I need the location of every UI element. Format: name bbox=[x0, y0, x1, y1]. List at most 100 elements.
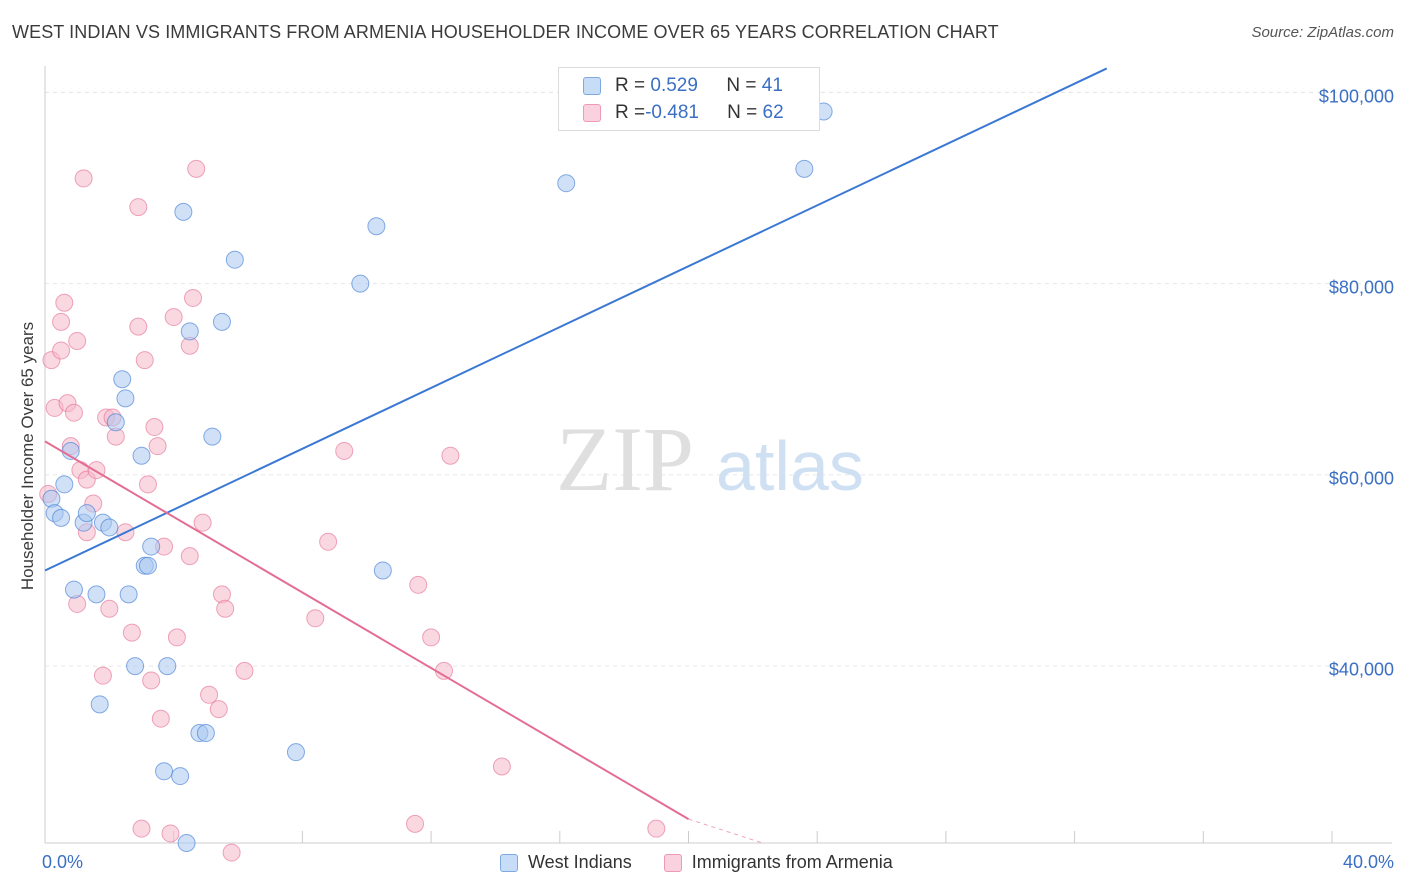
y-tick-100000: $100,000 bbox=[1318, 86, 1394, 107]
armenia-point bbox=[142, 671, 161, 690]
armenia-point bbox=[492, 757, 511, 776]
y-tick-60000: $60,000 bbox=[1328, 468, 1394, 489]
west-indians-point bbox=[286, 743, 305, 762]
armenia-point bbox=[184, 288, 203, 307]
watermark-atlas: atlas bbox=[716, 427, 864, 505]
armenia-point bbox=[151, 709, 170, 728]
armenia-point bbox=[161, 824, 180, 843]
armenia-point bbox=[129, 198, 148, 217]
armenia-point bbox=[193, 513, 212, 532]
west-indians-point bbox=[126, 657, 145, 676]
west-indians-point bbox=[100, 518, 119, 537]
x-tick-40: 40.0% bbox=[1342, 852, 1394, 872]
armenia-point bbox=[167, 628, 186, 647]
west-indians-point bbox=[138, 556, 157, 575]
west-indians-point bbox=[77, 504, 96, 523]
west-indians-point bbox=[174, 202, 193, 221]
west-indians-point bbox=[373, 561, 392, 580]
west-indians-point bbox=[55, 475, 74, 494]
west-indians-point bbox=[557, 174, 576, 193]
armenia-point bbox=[93, 666, 112, 685]
armenia-point bbox=[132, 819, 151, 838]
watermark-zip: ZIP bbox=[556, 408, 694, 510]
legend-label-armenia: Immigrants from Armenia bbox=[691, 852, 893, 872]
west-indians-point bbox=[52, 508, 71, 527]
armenia-point bbox=[145, 418, 164, 437]
west-indians-point bbox=[158, 657, 177, 676]
west-indians-point bbox=[87, 585, 106, 604]
series-armenia-points bbox=[39, 159, 666, 862]
west-indians-point bbox=[795, 159, 814, 178]
west-indians-point bbox=[203, 427, 222, 446]
armenia-point bbox=[222, 843, 241, 862]
legend-n-value: 62 bbox=[762, 102, 784, 123]
legend-n-label: N = bbox=[726, 75, 757, 96]
armenia-point bbox=[68, 331, 87, 350]
armenia-point bbox=[52, 341, 71, 360]
legend-r-label: R = bbox=[615, 102, 646, 123]
armenia-point bbox=[235, 661, 254, 680]
legend-r-label: R = bbox=[615, 75, 646, 96]
legend-n-label: N = bbox=[727, 102, 758, 123]
legend-swatch-pink bbox=[663, 853, 682, 872]
armenia-point bbox=[148, 437, 167, 456]
west-indians-point bbox=[90, 695, 109, 714]
armenia-point bbox=[187, 159, 206, 178]
legend-r-value: 0.529 bbox=[650, 75, 698, 96]
west-indians-point bbox=[116, 389, 135, 408]
west-indians-point bbox=[142, 537, 161, 556]
grid-lines bbox=[45, 91, 1392, 667]
legend-row-armenia: R = -0.481 N = 62 bbox=[583, 101, 784, 125]
armenia-point bbox=[64, 403, 83, 422]
armenia-point bbox=[100, 599, 119, 618]
west-indians-point bbox=[225, 250, 244, 269]
legend-swatch-blue bbox=[583, 77, 601, 95]
legend-row-west-indians: R = 0.529 N = 41 bbox=[583, 74, 783, 98]
west-indians-point bbox=[132, 446, 151, 465]
armenia-point bbox=[138, 475, 157, 494]
armenia-point bbox=[164, 308, 183, 327]
axes bbox=[44, 66, 1392, 844]
legend-swatch-blue bbox=[500, 853, 518, 872]
west-indians-point bbox=[180, 322, 199, 341]
x-tick-0: 0.0% bbox=[42, 852, 84, 872]
armenia-point bbox=[135, 351, 154, 370]
armenia-point bbox=[122, 623, 141, 642]
trend-lines bbox=[44, 67, 1108, 844]
west-indians-point bbox=[64, 580, 83, 599]
west-indians-trend-line bbox=[44, 67, 1108, 572]
west-indians-point bbox=[177, 834, 196, 852]
series-legend: West Indians Immigrants from Armenia bbox=[500, 852, 925, 873]
west-indians-point bbox=[171, 767, 190, 786]
chart-title: WEST INDIAN VS IMMIGRANTS FROM ARMENIA H… bbox=[12, 22, 999, 42]
legend-item-west-indians[interactable]: West Indians bbox=[500, 852, 632, 873]
legend-r-value: -0.481 bbox=[645, 102, 699, 123]
west-indians-point bbox=[155, 762, 174, 781]
stats-legend: R = 0.529 N = 41 R = -0.481 N = 62 bbox=[558, 67, 820, 131]
armenia-point bbox=[55, 293, 74, 312]
armenia-point bbox=[216, 599, 235, 618]
armenia-trend-line bbox=[44, 440, 690, 820]
west-indians-point bbox=[119, 585, 138, 604]
series-west-indians-points bbox=[42, 102, 833, 852]
west-indians-point bbox=[106, 413, 125, 432]
watermark: ZIP atlas bbox=[556, 408, 864, 510]
west-indians-point bbox=[212, 312, 231, 331]
west-indians-point bbox=[367, 217, 386, 236]
armenia-point bbox=[306, 609, 325, 628]
armenia-point bbox=[434, 661, 453, 680]
legend-n-value: 41 bbox=[761, 75, 783, 96]
y-tick-80000: $80,000 bbox=[1328, 277, 1394, 298]
source-credit: Source: ZipAtlas.com bbox=[1251, 24, 1394, 41]
y-tick-40000: $40,000 bbox=[1328, 659, 1394, 680]
armenia-point bbox=[209, 700, 228, 719]
armenia-point bbox=[409, 575, 428, 594]
armenia-trend-extension bbox=[688, 818, 763, 844]
armenia-point bbox=[406, 814, 425, 833]
armenia-point bbox=[319, 532, 338, 551]
armenia-point bbox=[200, 685, 219, 704]
legend-swatch-pink bbox=[583, 104, 601, 122]
armenia-point bbox=[422, 628, 441, 647]
legend-item-armenia[interactable]: Immigrants from Armenia bbox=[663, 852, 893, 873]
